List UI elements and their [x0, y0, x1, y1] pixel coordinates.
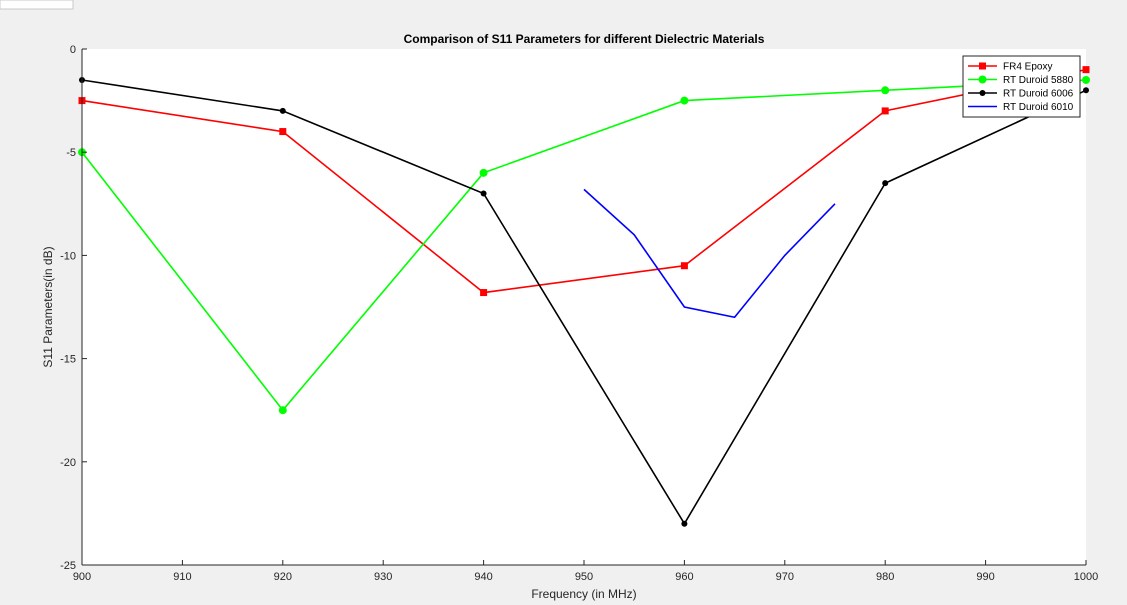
- x-tick-label: 900: [73, 571, 91, 583]
- data-point: [278, 406, 287, 415]
- data-point: [279, 107, 286, 114]
- y-tick-label: -25: [60, 560, 76, 572]
- data-point: [881, 86, 890, 95]
- x-tick-label: 930: [374, 571, 392, 583]
- axes: 900 910 920 930 940 950 960 970 980 990 1000 0 -5 -10…: [60, 44, 1098, 583]
- data-point: [479, 168, 488, 177]
- data-point: [1082, 66, 1090, 74]
- chart-title: Comparison of S11 Parameters for differe…: [404, 32, 765, 46]
- x-tick-label: 960: [675, 571, 693, 583]
- x-tick-label: 940: [474, 571, 492, 583]
- legend-entry-label: FR4 Epoxy: [1003, 62, 1052, 73]
- toolbar-stub[interactable]: [0, 0, 74, 10]
- data-point: [279, 128, 287, 136]
- x-tick-label: 910: [173, 571, 191, 583]
- x-tick-label: 990: [976, 571, 994, 583]
- legend-entry-label: RT Duroid 5880: [1003, 75, 1074, 86]
- legend-swatch-marker: [979, 90, 986, 96]
- y-tick-label: -10: [60, 250, 76, 262]
- y-axis-label: S11 Parameters(in dB): [41, 246, 55, 367]
- legend-entry-label: RT Duroid 6006: [1003, 89, 1074, 100]
- y-tick-label: -15: [60, 354, 76, 366]
- x-tick-label: 1000: [1074, 571, 1098, 583]
- data-point: [881, 107, 889, 115]
- data-point: [1083, 87, 1089, 94]
- series-lines: [81, 68, 1087, 526]
- series-line-1: [81, 79, 1087, 412]
- data-point: [680, 96, 689, 105]
- x-tick-label: 920: [274, 571, 292, 583]
- x-axis-label: Frequency (in MHz): [531, 587, 636, 601]
- data-point: [480, 190, 487, 197]
- series-line-0: [81, 68, 1087, 294]
- y-tick-label: -5: [66, 147, 76, 159]
- x-tick-label: 980: [876, 571, 894, 583]
- data-point: [882, 180, 889, 187]
- legend-entry-label: RT Duroid 6010: [1003, 102, 1074, 113]
- data-point: [480, 289, 488, 297]
- x-tick-label: 950: [575, 571, 593, 583]
- series-markers: [78, 66, 1090, 527]
- series-line-2: [81, 79, 1087, 526]
- y-tick-label: 0: [70, 44, 76, 56]
- x-tick-label: 970: [776, 571, 794, 583]
- plot-area: [82, 49, 1086, 565]
- legend[interactable]: FR4 Epoxy RT Duroid 5880 RT Duroid 6006 RT …: [962, 55, 1081, 118]
- data-point: [681, 520, 688, 527]
- legend-swatch-marker: [978, 75, 987, 84]
- data-point: [680, 262, 688, 270]
- series-line-3: [583, 188, 836, 319]
- legend-swatch-marker: [979, 62, 986, 70]
- y-tick-label: -20: [60, 457, 76, 469]
- data-point: [1082, 75, 1090, 84]
